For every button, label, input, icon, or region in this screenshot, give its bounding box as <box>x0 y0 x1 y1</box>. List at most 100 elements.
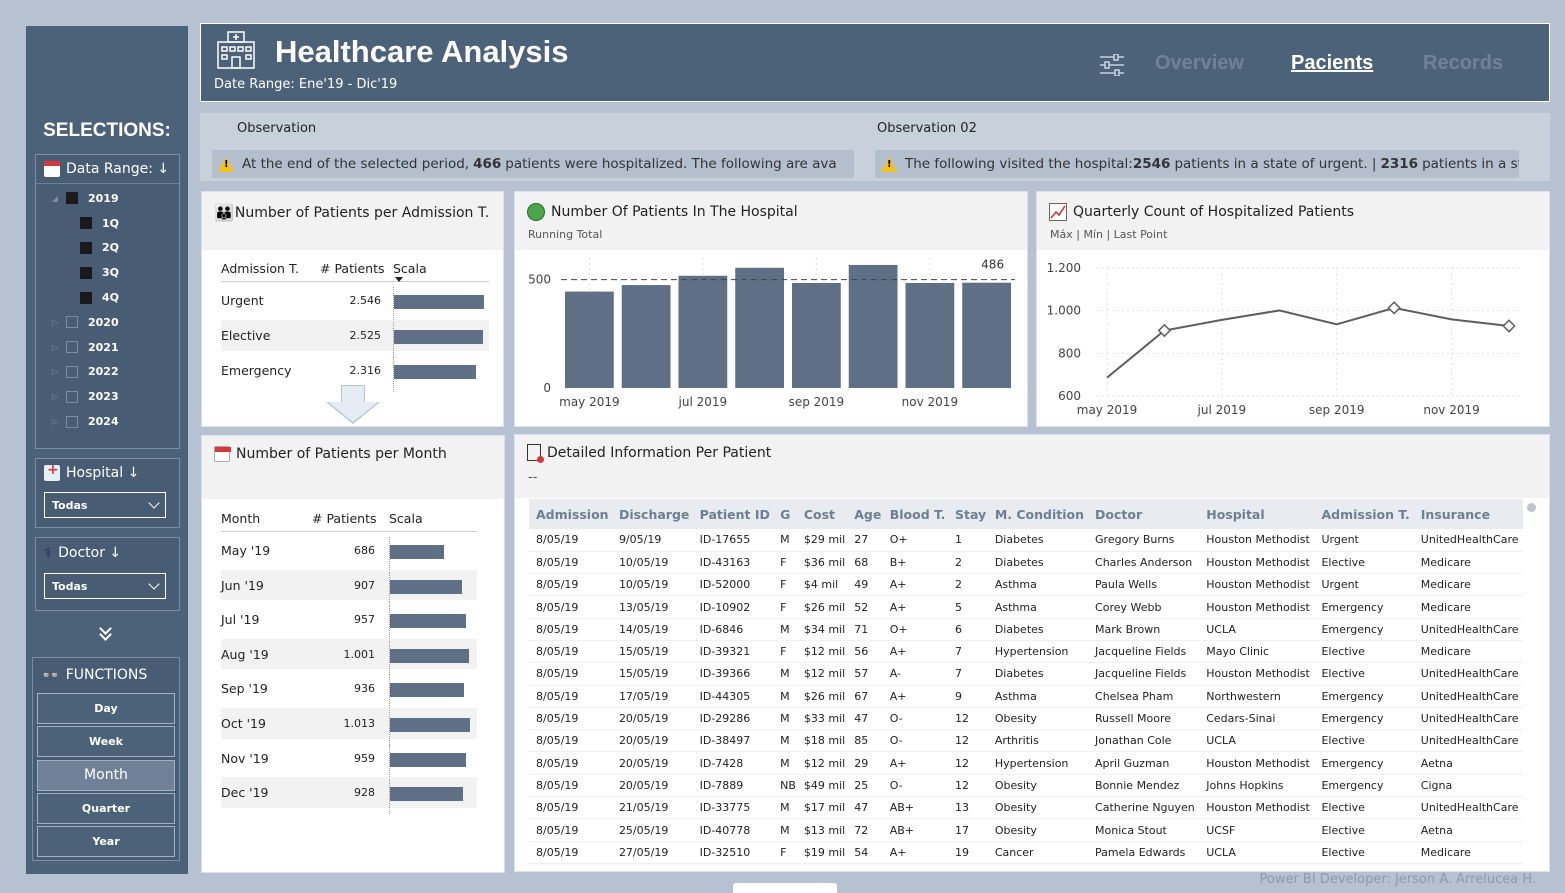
table-cell: Medicare <box>1413 841 1523 864</box>
table-row[interactable]: 8/05/19 13/05/19 ID-10902 F $26 mil 52 A+ 5 Asth… <box>529 595 1523 619</box>
sort-desc-icon[interactable] <box>395 277 403 282</box>
table-row[interactable]: 8/05/19 15/05/19 ID-39366 M $12 mil 57 A- 7 Diab… <box>529 662 1523 686</box>
table-row[interactable]: 8/05/19 20/05/19 ID-7889 NB $49 mil 25 O- 12 Obe… <box>529 774 1523 798</box>
doctor-dropdown[interactable]: Todas <box>44 573 166 599</box>
function-button-year[interactable]: Year <box>37 826 175 858</box>
date-tree-item[interactable]: 3Q <box>50 260 179 285</box>
table-row[interactable]: 8/05/19 20/05/19 ID-7428 M $12 mil 29 A+ 12 Hype… <box>529 751 1523 775</box>
table-cell: ID-33775 <box>692 796 774 820</box>
bar-jun[interactable] <box>621 285 671 388</box>
checkbox[interactable] <box>66 192 78 205</box>
table-scrollbar-thumb[interactable] <box>1527 503 1536 512</box>
table-cell: O+ <box>882 529 949 552</box>
column-header-stay[interactable]: Stay <box>948 499 988 529</box>
bar-jul[interactable] <box>678 275 728 388</box>
checkbox[interactable] <box>80 291 92 304</box>
date-tree-item[interactable]: 2Q <box>50 236 179 261</box>
column-header-g[interactable]: G <box>773 499 797 529</box>
table-cell: M <box>773 618 797 641</box>
scala-bar <box>390 787 464 802</box>
function-button-week[interactable]: Week <box>37 726 175 758</box>
column-header-discharge[interactable]: Discharge <box>611 499 693 529</box>
table-row[interactable]: 8/05/19 20/05/19 ID-29286 M $33 mil 47 O- 12 Obe… <box>529 707 1523 731</box>
data-point-marker[interactable] <box>1387 301 1401 315</box>
table-cell: Mark Brown <box>1088 618 1200 641</box>
caret-collapsed-icon[interactable]: ▷ <box>51 317 59 327</box>
column-header-insurance[interactable]: Insurance <box>1413 499 1523 529</box>
filter-sliders-icon[interactable] <box>1099 54 1125 76</box>
column-header-m-condition[interactable]: M. Condition <box>987 499 1089 529</box>
column-header-admission[interactable]: Admission <box>529 499 612 529</box>
table-row[interactable]: 8/05/19 14/05/19 ID-6846 M $34 mil 71 O+ 6 Diabe… <box>529 618 1523 641</box>
date-tree-item[interactable]: ◢ 2019 <box>51 191 119 205</box>
column-header-admission-t[interactable]: Admission T. <box>1314 499 1414 529</box>
function-button-quarter[interactable]: Quarter <box>37 792 175 824</box>
bar-dec[interactable] <box>962 282 1011 388</box>
date-tree-item[interactable]: ▷ 2023 <box>51 390 119 404</box>
column-header: # Patients <box>320 261 385 276</box>
chevron-down-icon <box>148 497 160 509</box>
table-row[interactable]: 8/05/19 15/05/19 ID-39321 F $12 mil 56 A+ 7 Hype… <box>529 640 1523 664</box>
date-tree-item[interactable]: ▷ 2022 <box>51 365 119 379</box>
column-header-blood-t[interactable]: Blood T. <box>882 499 949 529</box>
table-cell: Elective <box>1314 841 1414 864</box>
scala-bar <box>390 579 462 594</box>
tab-pacients[interactable]: Pacients <box>1291 52 1374 74</box>
function-button-month[interactable]: Month <box>37 759 175 791</box>
checkbox[interactable] <box>80 241 92 254</box>
tab-overview[interactable]: Overview <box>1155 52 1244 74</box>
column-header-doctor[interactable]: Doctor <box>1088 499 1200 529</box>
tab-records[interactable]: Records <box>1423 52 1504 74</box>
scroll-down-arrow-icon[interactable] <box>326 385 380 425</box>
table-cell: $12 mil <box>796 751 848 775</box>
hospital-dropdown[interactable]: Todas <box>44 492 166 518</box>
column-header-cost[interactable]: Cost <box>796 499 848 529</box>
bar-oct[interactable] <box>848 264 898 388</box>
date-tree-item[interactable]: ▷ 2021 <box>51 340 119 354</box>
date-tree-item[interactable]: ▷ 2024 <box>51 415 119 429</box>
column-header-hospital[interactable]: Hospital <box>1199 499 1315 529</box>
date-tree-item[interactable]: ▷ 2020 <box>51 315 119 329</box>
table-cell: 2 <box>948 573 988 597</box>
table-row[interactable]: 8/05/19 27/05/19 ID-32510 F $19 mil 54 A+ 19 Can… <box>529 841 1523 864</box>
table-cell: Elective <box>1314 551 1414 575</box>
table-cell: $12 mil <box>796 662 848 686</box>
table-row[interactable]: 8/05/19 10/05/19 ID-52000 F $4 mil 49 A+ 2 Asthm… <box>529 573 1523 597</box>
hospital-icon <box>44 462 60 481</box>
table-cell: $33 mil <box>796 707 848 731</box>
collapse-double-chevron-icon[interactable] <box>98 622 114 642</box>
table-row[interactable]: 8/05/19 10/05/19 ID-43163 F $36 mil 68 B+ 2 Diab… <box>529 551 1523 575</box>
checkbox[interactable] <box>80 266 92 279</box>
data-point-marker[interactable] <box>1502 319 1516 333</box>
table-row[interactable]: 8/05/19 25/05/19 ID-40778 M $13 mil 72 AB+ 17 Ob… <box>529 818 1523 842</box>
bar-sep[interactable] <box>792 282 841 388</box>
table-row[interactable]: 8/05/19 17/05/19 ID-44305 M $26 mil 67 A+ 9 Asth… <box>529 685 1523 708</box>
column-header-age[interactable]: Age <box>847 499 883 529</box>
checkbox[interactable] <box>66 316 78 329</box>
checkbox[interactable] <box>66 415 78 428</box>
table-cell: Urgent <box>1314 573 1414 597</box>
checkbox[interactable] <box>66 390 78 403</box>
table-row[interactable]: 8/05/19 9/05/19 ID-17655 M $29 mil 27 O+ 1 Diabe… <box>529 529 1523 552</box>
caret-expanded-icon[interactable]: ◢ <box>51 193 59 203</box>
document-icon <box>527 444 544 463</box>
data-point-marker[interactable] <box>1157 323 1172 338</box>
bar-may[interactable] <box>565 291 614 388</box>
bar-aug[interactable] <box>735 267 784 388</box>
checkbox[interactable] <box>66 365 78 378</box>
checkbox[interactable] <box>66 341 78 354</box>
table-cell: 8/05/19 <box>529 751 612 775</box>
table-row[interactable]: 8/05/19 20/05/19 ID-38497 M $18 mil 85 O- 12 Art… <box>529 729 1523 753</box>
caret-collapsed-icon[interactable]: ▷ <box>51 392 59 402</box>
date-tree-item[interactable]: 1Q <box>50 211 179 236</box>
table-row[interactable]: 8/05/19 21/05/19 ID-33775 M $17 mil 47 AB+ 13 Ob… <box>529 796 1523 820</box>
caret-collapsed-icon[interactable]: ▷ <box>51 367 59 377</box>
caret-collapsed-icon[interactable]: ▷ <box>51 342 59 352</box>
bar-nov[interactable] <box>905 282 955 388</box>
column-header-patient-id[interactable]: Patient ID <box>692 499 774 529</box>
date-tree-item[interactable]: 4Q <box>50 285 179 310</box>
checkbox[interactable] <box>80 217 92 230</box>
function-button-day[interactable]: Day <box>37 693 175 724</box>
y-tick-label: 500 <box>528 273 551 287</box>
caret-collapsed-icon[interactable]: ▷ <box>51 417 59 427</box>
